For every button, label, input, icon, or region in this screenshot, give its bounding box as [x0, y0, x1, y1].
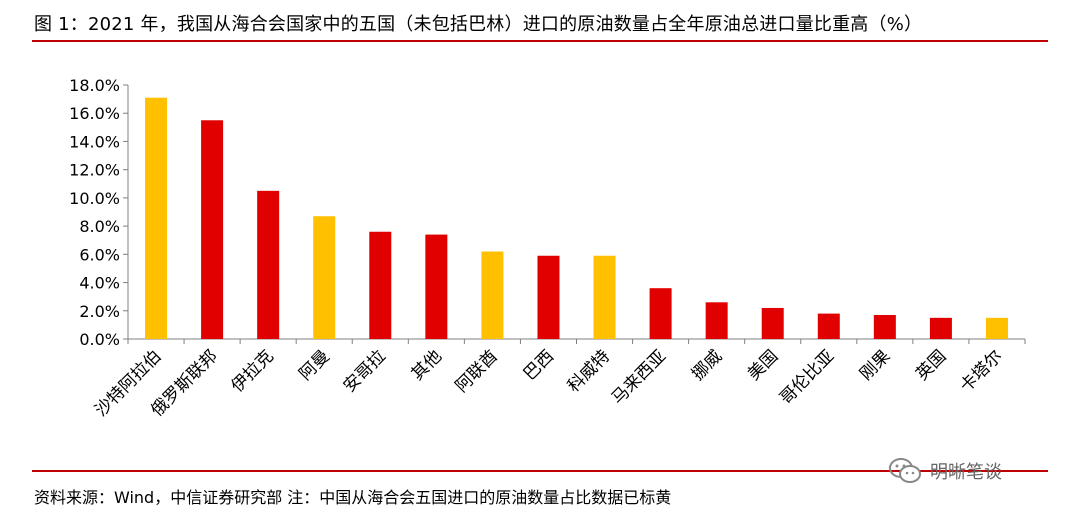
watermark-text: 明晰笔谈 — [930, 462, 1002, 483]
x-tick-label: 哥伦比亚 — [776, 346, 838, 408]
x-tick-label: 阿曼 — [296, 346, 334, 384]
x-tick-label: 美国 — [744, 346, 782, 384]
y-tick-label: 8.0% — [79, 217, 120, 236]
bar — [313, 216, 336, 339]
source-note: 资料来源：Wind，中信证券研究部 注：中国从海合会五国进口的原油数量占比数据已… — [34, 488, 672, 507]
bar — [761, 307, 784, 339]
watermark: 明晰笔谈 — [888, 456, 1002, 486]
x-tick-label: 伊拉克 — [227, 346, 277, 396]
bar — [425, 234, 448, 339]
x-tick-label: 阿联酋 — [452, 346, 502, 396]
bar — [201, 120, 224, 340]
bar — [369, 231, 392, 339]
y-tick-label: 14.0% — [69, 132, 120, 151]
bar — [145, 97, 168, 339]
bar — [705, 302, 728, 339]
bar — [593, 255, 616, 339]
wechat-icon — [889, 458, 921, 483]
y-tick-label: 10.0% — [69, 189, 120, 208]
footer-rule — [32, 470, 1048, 472]
x-tick-label: 卡塔尔 — [956, 346, 1006, 396]
x-tick-label: 巴西 — [520, 346, 558, 384]
x-tick-label: 英国 — [912, 346, 950, 384]
y-tick-label: 18.0% — [69, 76, 120, 95]
bar — [817, 313, 840, 339]
title-rule — [32, 40, 1048, 42]
y-tick-label: 12.0% — [69, 161, 120, 180]
y-tick-label: 2.0% — [79, 302, 120, 321]
bar — [873, 315, 896, 339]
bar — [985, 317, 1008, 339]
bar — [537, 255, 560, 339]
x-tick-label: 科威特 — [564, 346, 614, 396]
bar — [481, 251, 504, 339]
y-tick-label: 4.0% — [79, 274, 120, 293]
x-tick-label: 挪威 — [688, 346, 726, 384]
y-tick-label: 0.0% — [79, 330, 120, 349]
x-tick-label: 其他 — [408, 346, 446, 384]
chart-title: 图 1：2021 年，我国从海合会国家中的五国（未包括巴林）进口的原油数量占全年… — [34, 14, 923, 35]
bar — [649, 288, 672, 339]
y-tick-label: 16.0% — [69, 104, 120, 123]
bar — [929, 317, 952, 339]
y-tick-label: 6.0% — [79, 245, 120, 264]
x-tick-label: 马来西亚 — [608, 346, 670, 408]
x-tick-label: 安哥拉 — [340, 346, 390, 396]
x-tick-label: 刚果 — [856, 346, 894, 384]
bar — [257, 190, 280, 339]
